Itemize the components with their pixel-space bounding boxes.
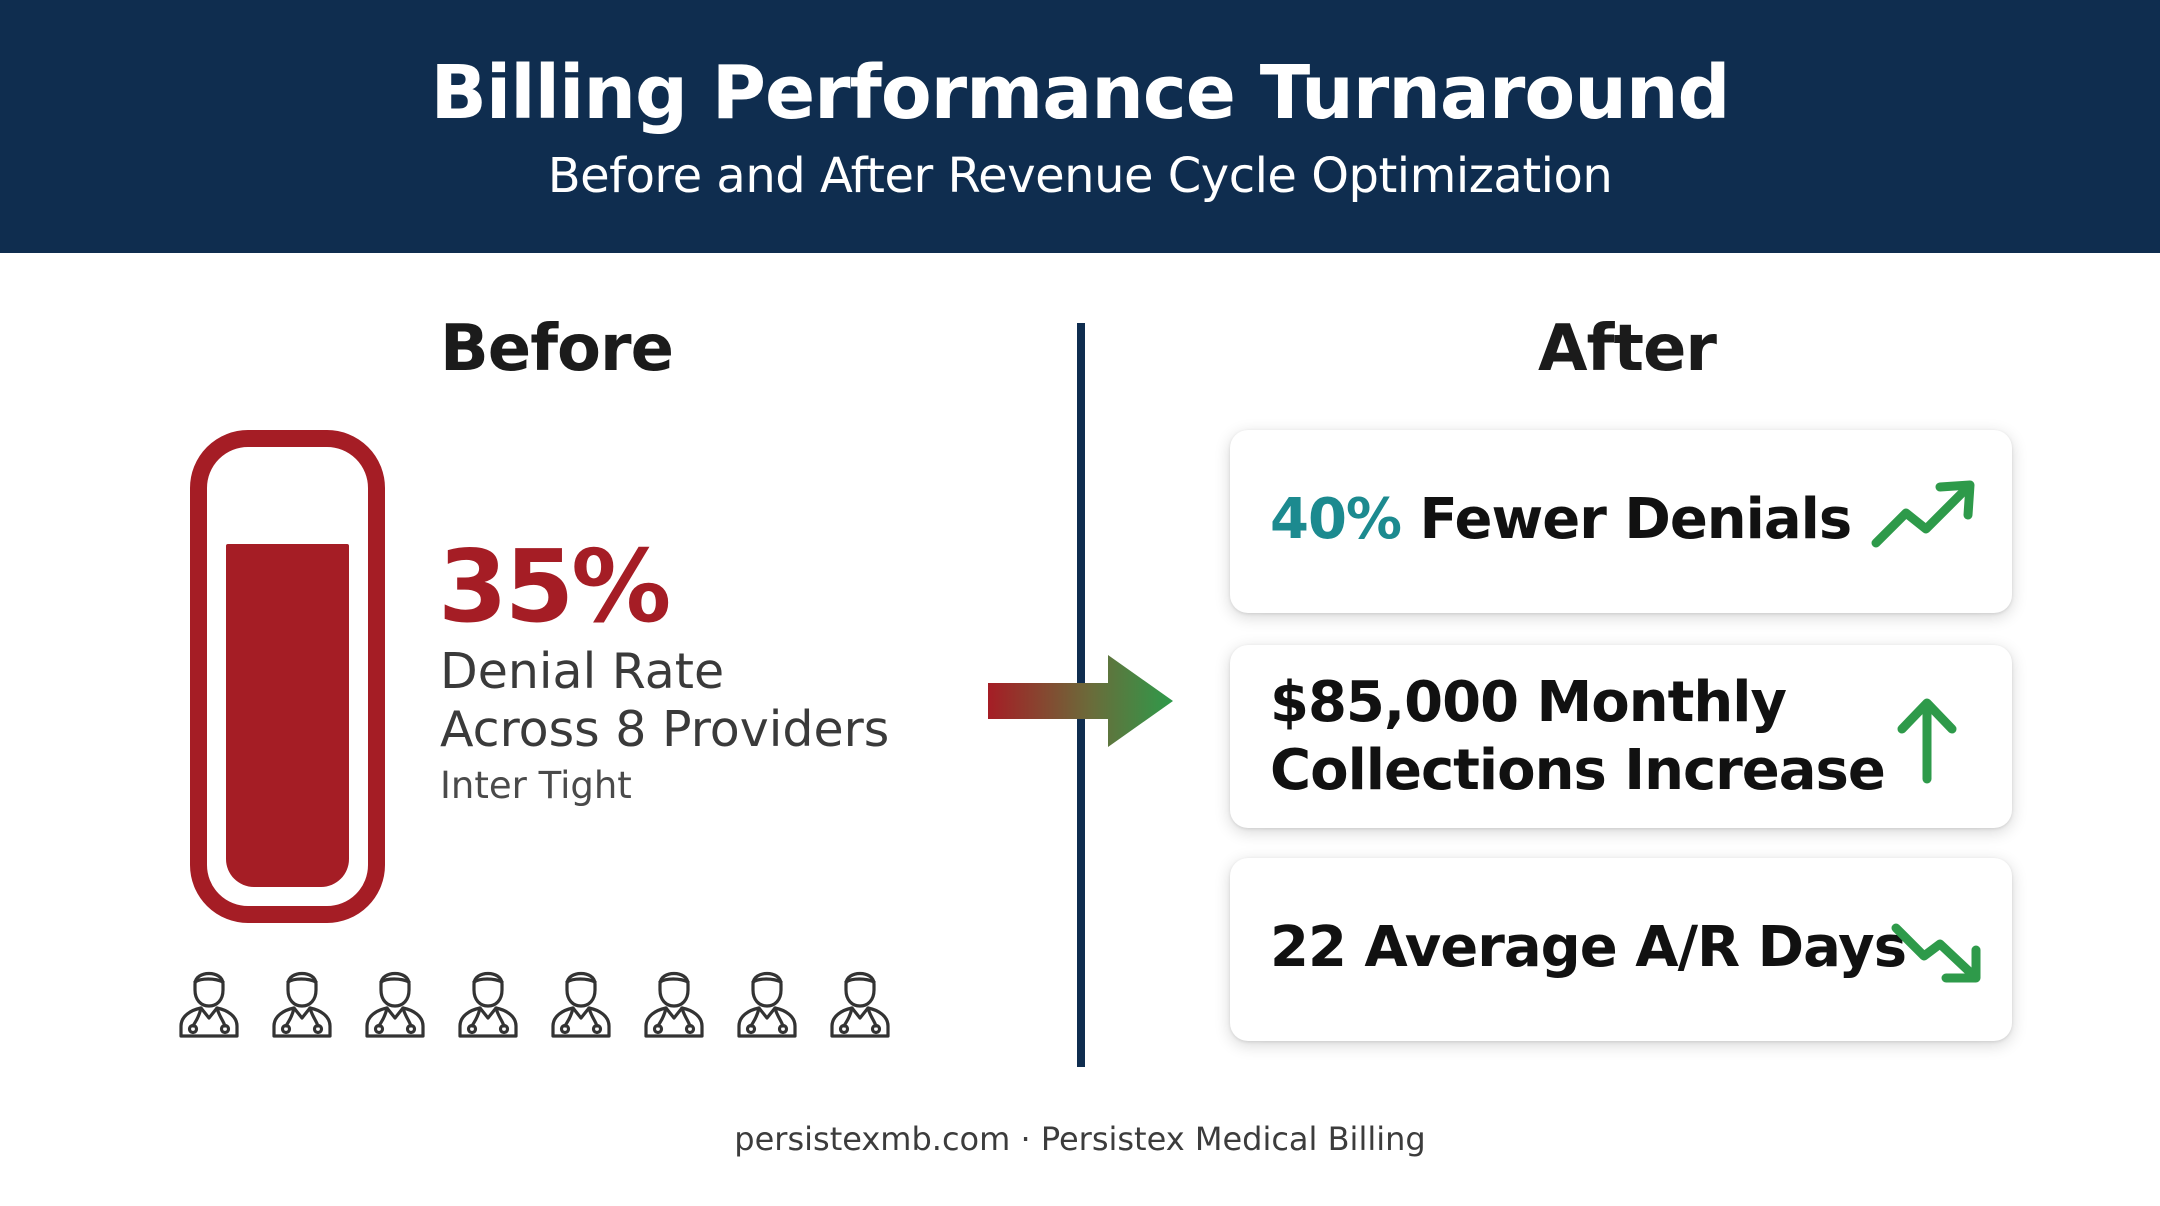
provider-icon [454, 960, 522, 1040]
provider-icon [361, 960, 429, 1040]
result-card-collections-text: $85,000 Monthly Collections Increase [1270, 669, 1886, 805]
provider-icon [268, 960, 336, 1040]
trend-down-icon [1890, 918, 1985, 988]
provider-icons-row [175, 960, 915, 1040]
before-after-arrow-icon [988, 655, 1173, 747]
result-card-ar-days: 22 Average A/R Days [1230, 858, 2012, 1041]
page-subtitle: Before and After Revenue Cycle Optimizat… [547, 148, 1613, 204]
ar-days-text: 22 Average A/R Days [1270, 915, 1907, 980]
denial-rate-value: 35% [438, 528, 671, 645]
footer-credit: persistexmb.com · Persistex Medical Bill… [734, 1120, 1426, 1158]
provider-icon [733, 960, 801, 1040]
denials-highlight: 40% [1270, 487, 1402, 552]
trend-up-icon [1870, 475, 1980, 555]
denial-rate-label-line1: Denial Rate [440, 643, 725, 700]
denials-label: Fewer Denials [1401, 487, 1853, 552]
font-note: Inter Tight [440, 764, 632, 807]
denial-rate-gauge-fill [226, 543, 349, 887]
provider-icon [826, 960, 894, 1040]
denial-rate-label: Denial Rate Across 8 Providers [440, 643, 889, 759]
collections-line2: Collections Increase [1270, 738, 1886, 803]
provider-icon [175, 960, 243, 1040]
denial-rate-label-line2: Across 8 Providers [440, 701, 890, 758]
header-banner: Billing Performance Turnaround Before an… [0, 0, 2160, 253]
provider-icon [547, 960, 615, 1040]
result-card-denials-text: 40% Fewer Denials [1270, 486, 1853, 554]
result-card-denials: 40% Fewer Denials [1230, 430, 2012, 613]
collections-line1: $85,000 Monthly [1270, 670, 1787, 735]
after-heading: After [1538, 312, 1717, 386]
result-card-collections: $85,000 Monthly Collections Increase [1230, 645, 2012, 828]
denial-rate-gauge [190, 430, 385, 923]
arrow-up-icon [1892, 695, 1962, 785]
provider-icon [640, 960, 708, 1040]
before-heading: Before [440, 312, 674, 386]
page-title: Billing Performance Turnaround [430, 50, 1730, 136]
